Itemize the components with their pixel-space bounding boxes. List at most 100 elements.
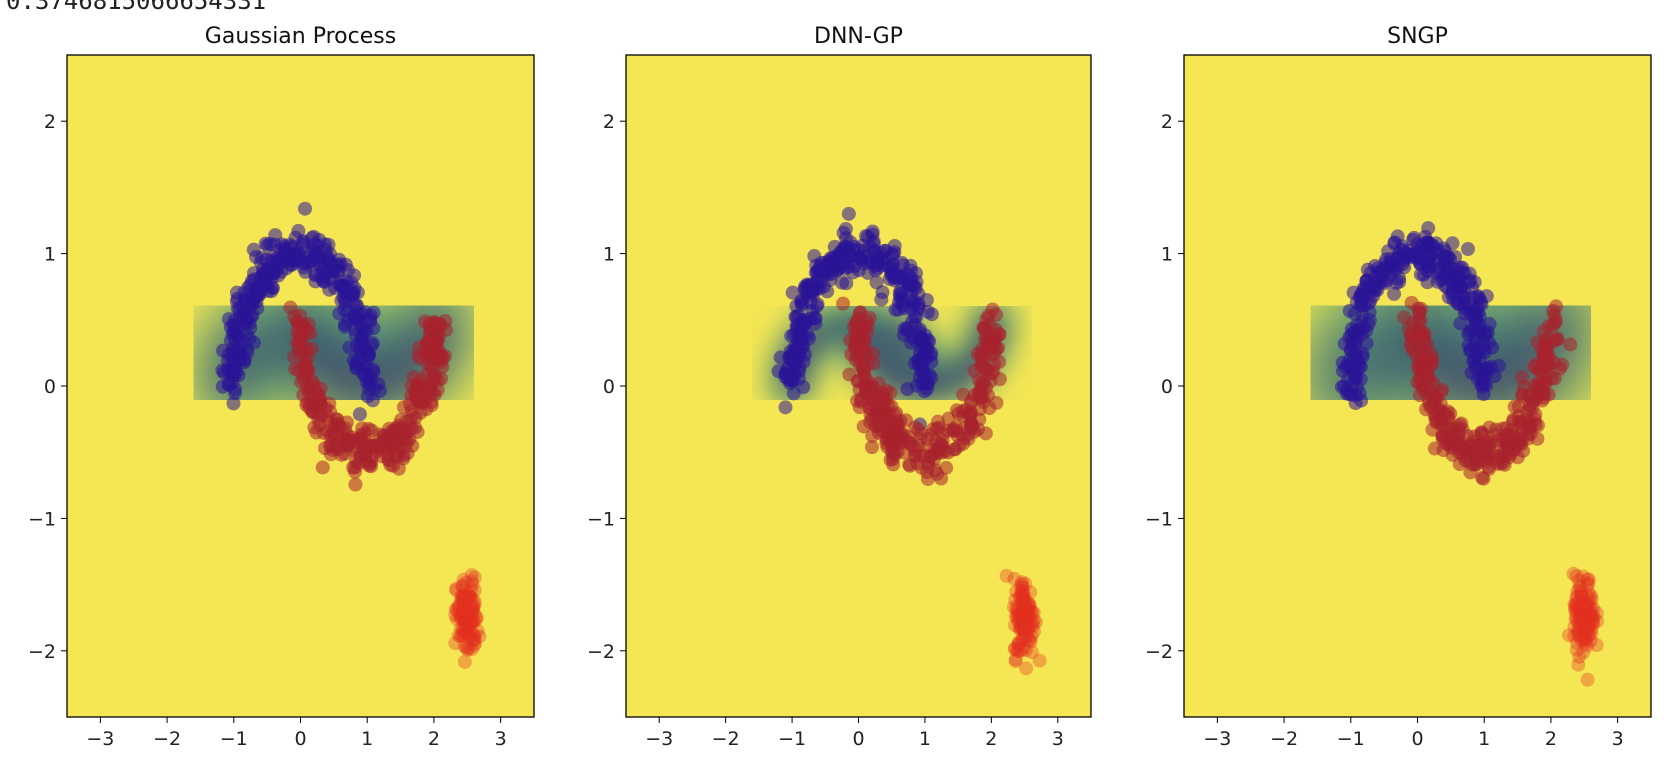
ood-point <box>1016 584 1031 599</box>
ood-point <box>467 597 482 612</box>
ood-point <box>1018 605 1033 620</box>
data-point <box>939 460 954 475</box>
ood-point <box>465 577 480 592</box>
ood-point <box>461 602 476 617</box>
data-point <box>974 348 989 363</box>
data-point <box>298 201 313 216</box>
data-point <box>978 331 993 346</box>
data-point <box>332 306 347 321</box>
ood-point <box>454 593 469 608</box>
data-point <box>1435 428 1450 443</box>
ood-point <box>448 608 463 623</box>
ood-point <box>449 581 464 596</box>
data-point <box>1342 303 1357 318</box>
ood-point <box>464 568 479 583</box>
data-point <box>1470 371 1485 386</box>
ood-point <box>1581 586 1596 601</box>
ood-point <box>456 589 471 604</box>
plot-area <box>626 55 1091 717</box>
data-point <box>432 319 447 334</box>
data-point <box>989 395 1004 410</box>
data-point <box>1475 334 1490 349</box>
ood-point <box>463 627 478 642</box>
ood-point <box>1568 596 1583 611</box>
ood-point <box>456 620 471 635</box>
ood-point <box>1018 603 1033 618</box>
data-point <box>332 252 347 267</box>
ood-point <box>454 591 469 606</box>
data-point <box>1463 343 1478 358</box>
ood-point <box>461 590 476 605</box>
ood-point <box>459 588 474 603</box>
data-point <box>246 242 261 257</box>
ood-point <box>462 589 477 604</box>
ood-point <box>1013 589 1028 604</box>
ood-point <box>1574 632 1589 647</box>
ood-point <box>459 626 474 641</box>
ood-point <box>459 602 474 617</box>
ood-point <box>1014 607 1029 622</box>
ood-point <box>1020 625 1035 640</box>
ood-point <box>1589 638 1604 653</box>
data-point <box>266 261 281 276</box>
ood-point <box>1585 611 1600 626</box>
data-point <box>215 379 230 394</box>
data-point <box>1428 409 1443 424</box>
x-tick-label: −1 <box>220 728 248 750</box>
data-point <box>1463 465 1478 480</box>
ood-point <box>1578 602 1593 617</box>
ood-point <box>462 612 477 627</box>
data-point <box>865 224 880 239</box>
ood-point <box>459 622 474 637</box>
data-point <box>342 340 357 355</box>
ood-point <box>1017 606 1032 621</box>
ood-point <box>1590 614 1605 629</box>
ood-point <box>461 630 476 645</box>
ood-point <box>1578 611 1593 626</box>
data-point <box>413 405 428 420</box>
ood-point <box>1577 597 1592 612</box>
ood-point <box>1008 592 1023 607</box>
data-point <box>1422 369 1437 384</box>
data-point <box>923 449 938 464</box>
ood-point <box>1586 615 1601 630</box>
data-point <box>304 254 319 269</box>
ood-point <box>1586 610 1601 625</box>
data-point <box>308 274 323 289</box>
ood-point <box>1020 622 1035 637</box>
data-point <box>1510 450 1525 465</box>
data-point <box>814 273 829 288</box>
data-point <box>293 308 308 323</box>
data-point <box>334 447 349 462</box>
ood-point <box>1569 590 1584 605</box>
ood-point <box>1020 609 1035 624</box>
ood-point <box>1025 615 1040 630</box>
ood-point <box>1574 601 1589 616</box>
ood-point <box>1017 598 1032 613</box>
ood-point <box>1023 609 1038 624</box>
ood-point <box>1032 653 1047 668</box>
data-point <box>865 428 880 443</box>
ood-point <box>457 654 472 669</box>
ood-point <box>1579 621 1594 636</box>
ood-point <box>1009 602 1024 617</box>
ood-point <box>1582 595 1597 610</box>
ood-point <box>1577 602 1592 617</box>
ood-point <box>453 629 468 644</box>
data-point <box>886 457 901 472</box>
ood-point <box>1585 617 1600 632</box>
ood-point <box>1580 615 1595 630</box>
ood-point <box>1567 619 1582 634</box>
data-point <box>882 406 897 421</box>
ood-point <box>459 621 474 636</box>
y-tick-label: −1 <box>1145 508 1173 530</box>
data-point <box>396 400 411 415</box>
ood-point <box>1021 609 1036 624</box>
ood-point <box>1014 611 1029 626</box>
ood-point <box>1575 610 1590 625</box>
ood-point <box>460 617 475 632</box>
ood-point <box>1576 607 1591 622</box>
ood-point <box>1010 643 1025 658</box>
ood-point <box>1576 615 1591 630</box>
data-point <box>841 206 856 221</box>
